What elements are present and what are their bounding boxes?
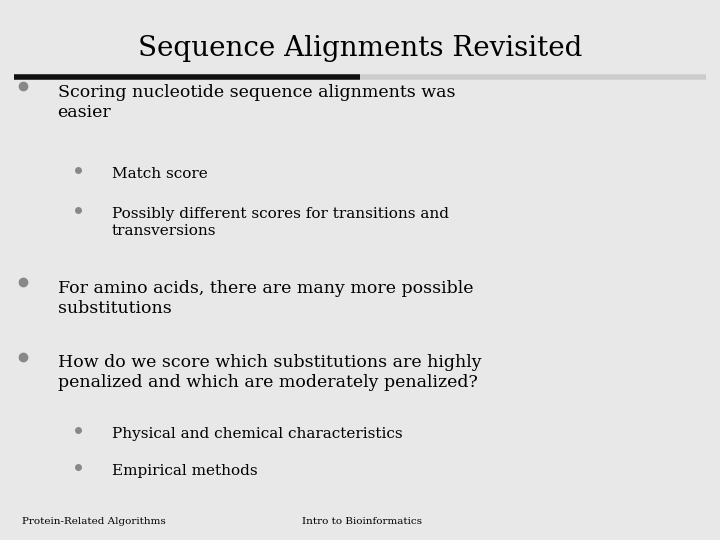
Text: Intro to Bioinformatics: Intro to Bioinformatics	[302, 517, 423, 526]
Text: Sequence Alignments Revisited: Sequence Alignments Revisited	[138, 35, 582, 62]
Text: How do we score which substitutions are highly
penalized and which are moderatel: How do we score which substitutions are …	[58, 354, 481, 392]
Text: Empirical methods: Empirical methods	[112, 464, 257, 478]
Text: Possibly different scores for transitions and
transversions: Possibly different scores for transition…	[112, 207, 449, 238]
Text: Protein-Related Algorithms: Protein-Related Algorithms	[22, 517, 166, 526]
Text: Physical and chemical characteristics: Physical and chemical characteristics	[112, 427, 402, 441]
Text: For amino acids, there are many more possible
substitutions: For amino acids, there are many more pos…	[58, 280, 473, 317]
Text: Scoring nucleotide sequence alignments was
easier: Scoring nucleotide sequence alignments w…	[58, 84, 455, 121]
Text: Match score: Match score	[112, 167, 207, 181]
